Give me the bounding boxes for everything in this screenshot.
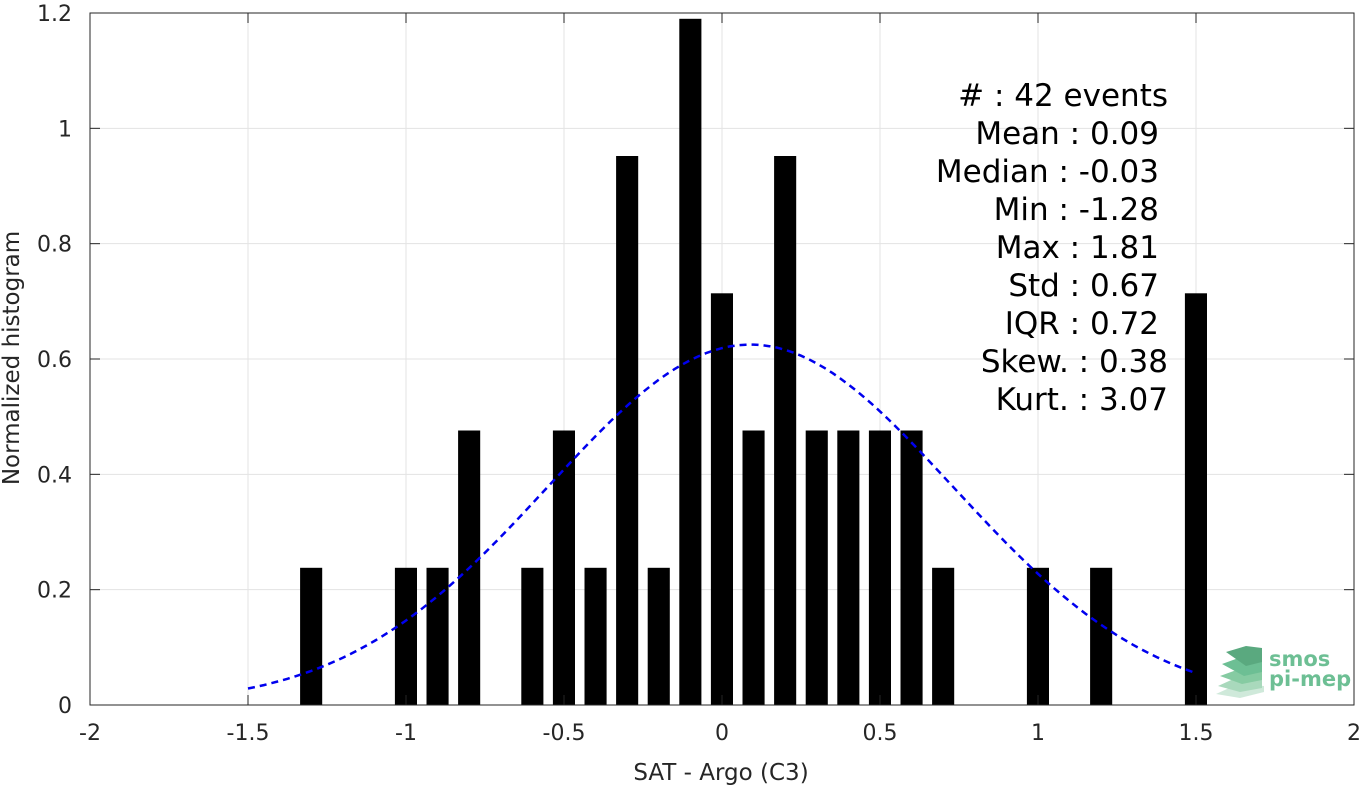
- x-tick-label: -0.5: [543, 721, 586, 746]
- x-tick-label: 1.5: [1179, 721, 1214, 746]
- logo: smos pi-mep: [1216, 646, 1351, 698]
- bar: [552, 430, 575, 705]
- x-tick-label: 2: [1347, 721, 1361, 746]
- fit-curve: [247, 343, 1197, 690]
- bar: [521, 567, 544, 705]
- bar: [616, 156, 639, 705]
- axes: [89, 12, 1355, 706]
- logo-line1: smos: [1269, 647, 1330, 671]
- bar: [710, 293, 733, 705]
- bar: [868, 430, 891, 705]
- x-tick-label: -1.5: [227, 721, 270, 746]
- x-axis-label: SAT - Argo (C3): [633, 760, 808, 786]
- bar: [426, 567, 449, 705]
- bar: [805, 430, 828, 705]
- bar: [584, 567, 607, 705]
- stat-line: IQR : 0.72: [1005, 306, 1159, 342]
- y-tick-label: 1.2: [37, 2, 72, 27]
- bar: [837, 430, 860, 705]
- bar: [774, 156, 797, 705]
- y-tick-label: 1: [58, 117, 72, 142]
- bar: [679, 18, 702, 706]
- logo-mark-icon: [1216, 646, 1264, 698]
- y-axis-label: Normalized histogram: [0, 231, 25, 485]
- stat-line: Skew. : 0.38: [981, 344, 1168, 380]
- y-tick-label: 0.2: [37, 579, 72, 604]
- bar: [932, 567, 955, 705]
- stat-line: Mean : 0.09: [975, 116, 1159, 152]
- x-tick-label: -2: [79, 721, 101, 746]
- x-tick-label: 0.5: [863, 721, 898, 746]
- y-tick-label: 0.4: [37, 463, 72, 488]
- bar: [1184, 293, 1207, 705]
- x-tick-labels: -2 -1.5 -1 -0.5 0 0.5 1 1.5 2: [79, 721, 1361, 746]
- stat-line: Kurt. : 3.07: [996, 382, 1168, 418]
- bar: [300, 567, 323, 705]
- y-tick-label: 0.6: [37, 348, 72, 373]
- logo-line2: pi-mep: [1269, 667, 1351, 691]
- stat-line: Median : -0.03: [936, 154, 1159, 190]
- y-tick-label: 0.8: [37, 233, 72, 258]
- stat-line: Max : 1.81: [996, 230, 1159, 266]
- bar: [394, 567, 417, 705]
- y-tick-labels: 0 0.2 0.4 0.6 0.8 1 1.2: [37, 2, 72, 719]
- bar: [647, 567, 670, 705]
- x-tick-label: -1: [395, 721, 417, 746]
- y-tick-label: 0: [58, 694, 72, 719]
- x-tick-label: 1: [1031, 721, 1045, 746]
- fit-curve-group: [247, 343, 1197, 690]
- stat-line: Std : 0.67: [1008, 268, 1159, 304]
- bar: [742, 430, 765, 705]
- bar: [900, 430, 923, 705]
- stat-line: # : 42 events: [958, 78, 1168, 114]
- bar: [1026, 567, 1049, 705]
- x-tick-label: 0: [715, 721, 729, 746]
- stat-line: Min : -1.28: [994, 192, 1159, 228]
- bar: [1090, 567, 1113, 705]
